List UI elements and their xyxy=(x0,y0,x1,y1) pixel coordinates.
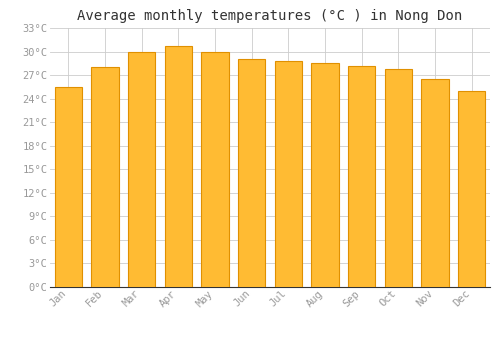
Bar xyxy=(238,60,266,287)
Bar xyxy=(421,79,448,287)
Bar xyxy=(91,67,119,287)
Title: Average monthly temperatures (°C ) in Nong Don: Average monthly temperatures (°C ) in No… xyxy=(78,9,462,23)
Bar xyxy=(201,51,229,287)
Bar xyxy=(164,46,192,287)
Bar xyxy=(128,51,156,287)
Bar xyxy=(274,61,302,287)
Bar xyxy=(384,69,412,287)
Bar xyxy=(348,66,376,287)
Bar xyxy=(311,63,339,287)
Bar xyxy=(458,91,485,287)
Bar xyxy=(54,87,82,287)
